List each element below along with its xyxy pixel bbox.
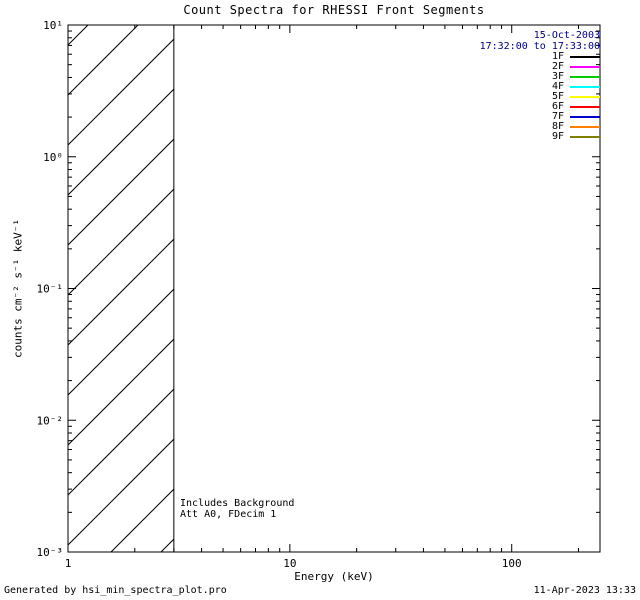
y-tick-label: 10⁻¹ [37,283,64,296]
legend-entry-label: 1F [551,51,564,62]
x-tick-label: 10 [283,557,296,570]
y-tick-label: 10⁻² [37,414,64,427]
legend-entry-label: 6F [551,101,564,112]
legend: 15-Oct-2003 17:32:00 to 17:33:00 1F 2F 3F 4… [480,30,600,142]
legend-entry-line [570,76,600,78]
legend-entry: 4F [480,82,600,92]
legend-entry-label: 7F [551,111,564,122]
legend-entry-line [570,56,600,58]
y-tick-label: 10¹ [43,19,63,32]
legend-entry: 2F [480,62,600,72]
y-axis-label: counts cm⁻² s⁻¹ keV⁻¹ [11,218,25,359]
legend-entry-line [570,116,600,118]
hatched-region [68,25,174,552]
legend-date: 15-Oct-2003 [533,30,600,41]
x-axis-label: Energy (keV) [294,570,374,583]
legend-entry-line [570,66,600,68]
legend-entry-label: 2F [551,61,564,72]
legend-entry-label: 3F [551,71,564,82]
legend-entry: 5F [480,92,600,102]
legend-entry-line [570,106,600,108]
legend-entry: 9F [480,132,600,142]
legend-entry-line [570,126,600,128]
legend-entry-line [570,136,600,138]
legend-entry: 7F [480,112,600,122]
legend-entries: 1F 2F 3F 4F 5F 6F 7F 8F 9F [480,52,600,142]
axis-ticks [67,24,600,553]
footer-generated-by: Generated by hsi_min_spectra_plot.pro [4,585,227,596]
footer-timestamp: 11-Apr-2023 13:33 [533,585,636,596]
legend-entry-line [570,96,600,98]
legend-entry: 8F [480,122,600,132]
legend-entry: 6F [480,102,600,112]
legend-entry-label: 4F [551,81,564,92]
legend-entry-label: 9F [551,131,564,142]
legend-entry: 3F [480,72,600,82]
y-tick-label: 10⁰ [43,151,63,164]
chart-title: Count Spectra for RHESSI Front Segments [183,3,485,17]
x-tick-label: 100 [502,557,522,570]
legend-entry-label: 8F [551,121,564,132]
legend-entry-line [570,86,600,88]
y-tick-label: 10⁻³ [37,546,64,559]
annotation-includes-background: Includes Background [180,498,295,509]
plot-annotations: Includes Background Att A0, FDecim 1 [180,498,294,520]
annotation-attenuator-state: Att A0, FDecim 1 [180,509,277,520]
x-tick-label: 1 [65,557,72,570]
legend-time-range: 17:32:00 to 17:33:00 [479,41,600,52]
legend-entry: 1F [480,52,600,62]
legend-entry-label: 5F [551,91,564,102]
